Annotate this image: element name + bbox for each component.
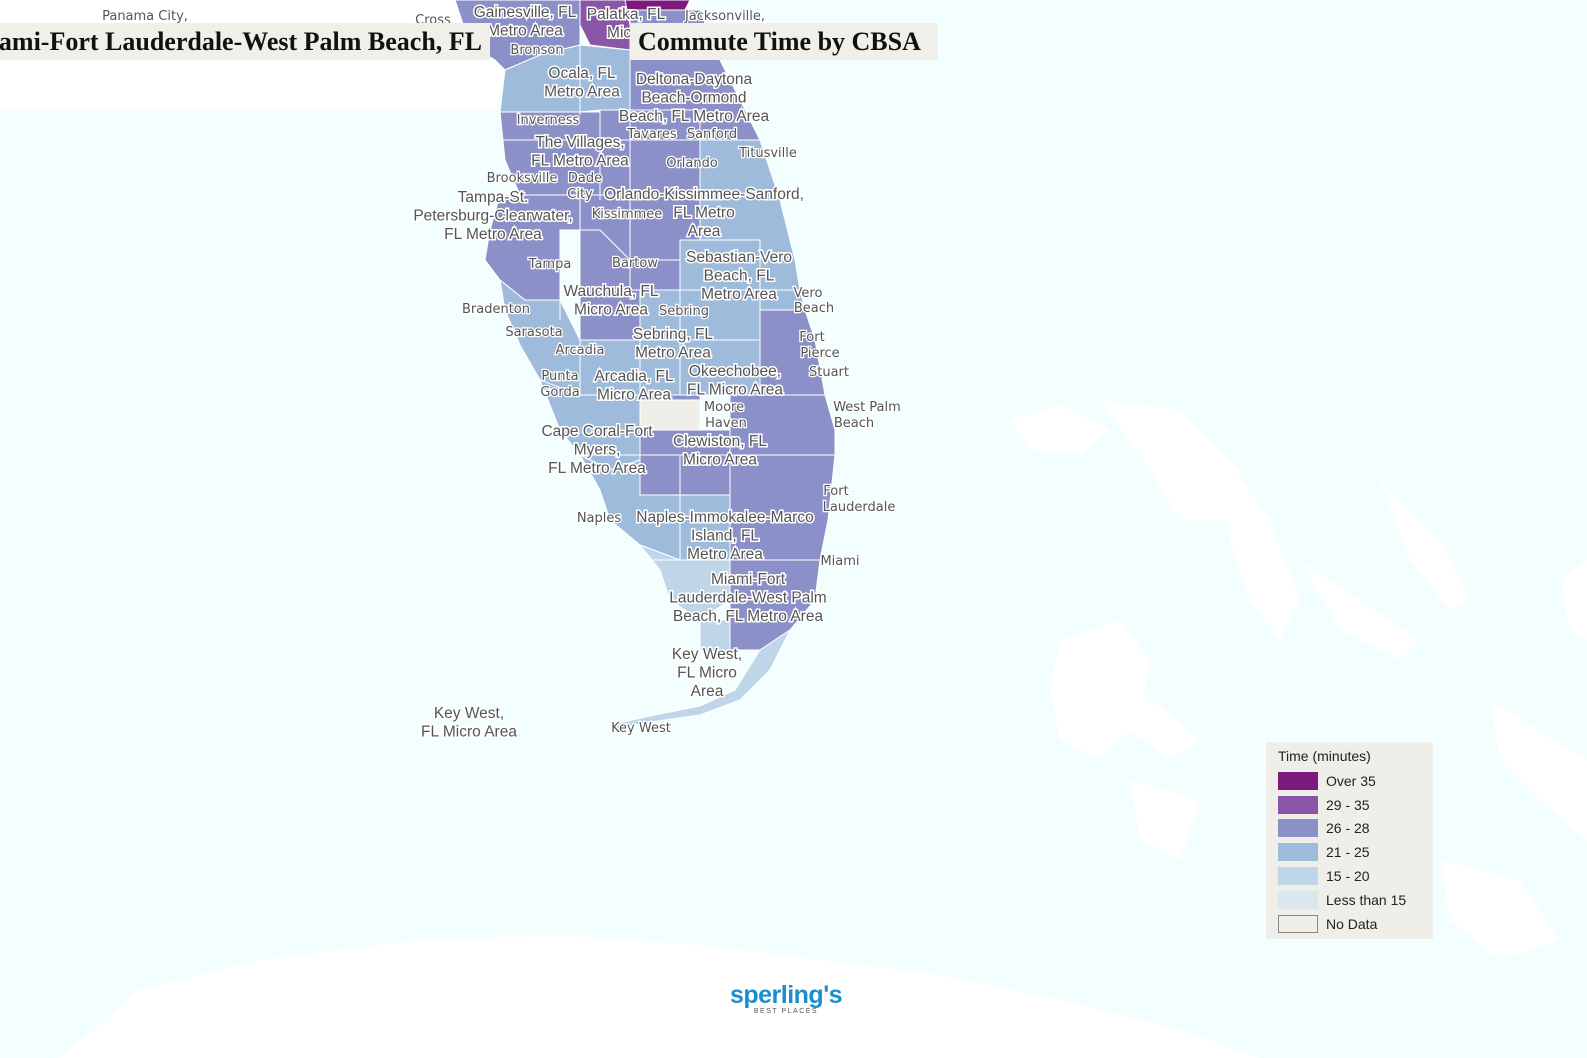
cbsa-label: Sebring, FL Metro Area	[633, 326, 714, 362]
city-label: City	[567, 187, 593, 202]
keys-chain[interactable]	[608, 628, 792, 731]
keys-region[interactable]	[699, 619, 731, 661]
legend-item: No Data	[1278, 912, 1433, 936]
legend-swatch	[1278, 890, 1318, 909]
city-label: Punta	[541, 369, 578, 384]
legend-label: 15 - 20	[1326, 868, 1370, 885]
legend-swatch	[1278, 914, 1318, 933]
city-label: Stuart	[809, 365, 849, 380]
legend: Time (minutes) Over 35 29 - 35 26 - 28 21 -…	[1266, 742, 1433, 939]
legend-label: 26 - 28	[1326, 820, 1370, 837]
city-label: Kissimmee	[592, 207, 663, 222]
legend-label: Over 35	[1326, 772, 1376, 789]
map-title-left: Miami-Fort Lauderdale-West Palm Beach, F…	[0, 23, 490, 60]
legend-label: 29 - 35	[1326, 796, 1370, 813]
city-label: Beach	[794, 301, 834, 316]
county-borders	[500, 10, 830, 650]
cbsa-label: Wauchula, FL Micro Area	[563, 283, 658, 319]
city-label: Panama City,	[102, 9, 188, 24]
city-labels: Panama City, CrossBronsonJacksonville,Inv…	[101, 8, 902, 738]
cbsa-label: Orlando-Kissimmee-Sanford, FL Metro Area	[604, 186, 804, 240]
city-label: Fort	[799, 330, 824, 345]
city-label: Bradenton	[462, 302, 530, 317]
legend-item: 29 - 35	[1278, 793, 1433, 817]
legend-item: Over 35	[1278, 769, 1433, 793]
sperlings-logo[interactable]: sperling's BEST PLACES	[726, 982, 846, 1016]
legend-item: 21 - 25	[1278, 840, 1433, 864]
city-label: Inverness	[517, 113, 580, 128]
map-subject-title: Commute Time by CBSA	[638, 27, 921, 56]
cbsa-label: Ocala, FL Metro Area	[544, 65, 620, 101]
logo-tagline: BEST PLACES	[753, 1008, 819, 1015]
legend-label: Less than 15	[1326, 891, 1407, 908]
city-label: Vero	[794, 286, 823, 301]
legend-swatch	[1278, 771, 1318, 790]
legend-swatch	[1278, 795, 1318, 814]
legend-swatch	[1278, 867, 1318, 886]
cbsa-label: Clewiston, FL Micro Area	[673, 433, 767, 469]
legend-label: No Data	[1326, 915, 1378, 932]
legend-items: Over 35 29 - 35 26 - 28 21 - 25 15 - 20 Less …	[1278, 769, 1433, 936]
city-label: Moore	[704, 400, 744, 415]
cbsa-label: Sebastian-Vero Beach, FL Metro Area	[686, 249, 792, 303]
cbsa-label: Cape Coral-Fort Myers, FL Metro Area	[541, 423, 653, 477]
map-title-right: Commute Time by CBSA	[630, 23, 938, 60]
city-label: Orlando	[666, 156, 718, 171]
city-label: Tampa	[528, 257, 572, 272]
city-label: Arcadia	[556, 343, 605, 358]
city-label: Beach	[834, 416, 874, 431]
cbsa-label: Gainesville, FL Metro Area	[474, 4, 577, 40]
region-title: Miami-Fort Lauderdale-West Palm Beach, F…	[0, 27, 482, 56]
city-label: Jacksonville,	[684, 9, 765, 24]
city-label: Sanford	[687, 127, 737, 142]
legend-title: Time (minutes)	[1278, 748, 1371, 764]
city-label: Gorda	[540, 385, 579, 400]
legend-item: Less than 15	[1278, 888, 1433, 912]
city-label: Miami	[820, 554, 859, 569]
legend-item: 15 - 20	[1278, 864, 1433, 888]
city-label: Titusville	[738, 146, 797, 161]
city-label: West Palm	[833, 400, 901, 415]
city-label: Lauderdale	[823, 500, 896, 515]
city-label: Pierce	[800, 346, 839, 361]
cbsa-label: The Villages, FL Metro Area	[531, 134, 629, 170]
cbsa-label: Naples-Immokalee-Marco Island, FL Metro Ar…	[636, 509, 813, 563]
city-label: Brooksville	[487, 171, 558, 186]
city-label: Bronson	[510, 43, 563, 58]
city-label: Fort	[823, 484, 848, 499]
legend-swatch	[1278, 843, 1318, 862]
city-label: Dade	[568, 171, 602, 186]
city-label: Tavares	[626, 127, 676, 142]
cbsa-label: Arcadia, FL Micro Area	[594, 368, 674, 404]
cbsa-label: Miami-Fort Lauderdale-West Palm Beach, FL …	[669, 571, 826, 625]
cbsa-label: Okeechobee, FL Micro Area	[687, 363, 783, 399]
cbsa-label: Tampa-St. Petersburg-Clearwater, FL Metro …	[413, 189, 572, 243]
city-label: Sebring	[659, 304, 709, 319]
cbsa-label: Key West, FL Micro Area	[421, 705, 517, 741]
city-label: Haven	[705, 416, 747, 431]
logo-wordmark: sperling's	[729, 981, 843, 1009]
city-label: Sarasota	[505, 325, 562, 340]
legend-swatch	[1278, 819, 1318, 838]
city-label: Key West	[611, 721, 671, 736]
city-label: Bartow	[612, 256, 658, 271]
city-label: Naples	[577, 511, 622, 526]
legend-label: 21 - 25	[1326, 844, 1370, 861]
cbsa-label: Key West, FL Micro Area	[672, 646, 742, 700]
cbsa-label: Deltona-Daytona Beach-Ormond Beach, FL Met…	[619, 71, 770, 125]
legend-item: 26 - 28	[1278, 817, 1433, 841]
